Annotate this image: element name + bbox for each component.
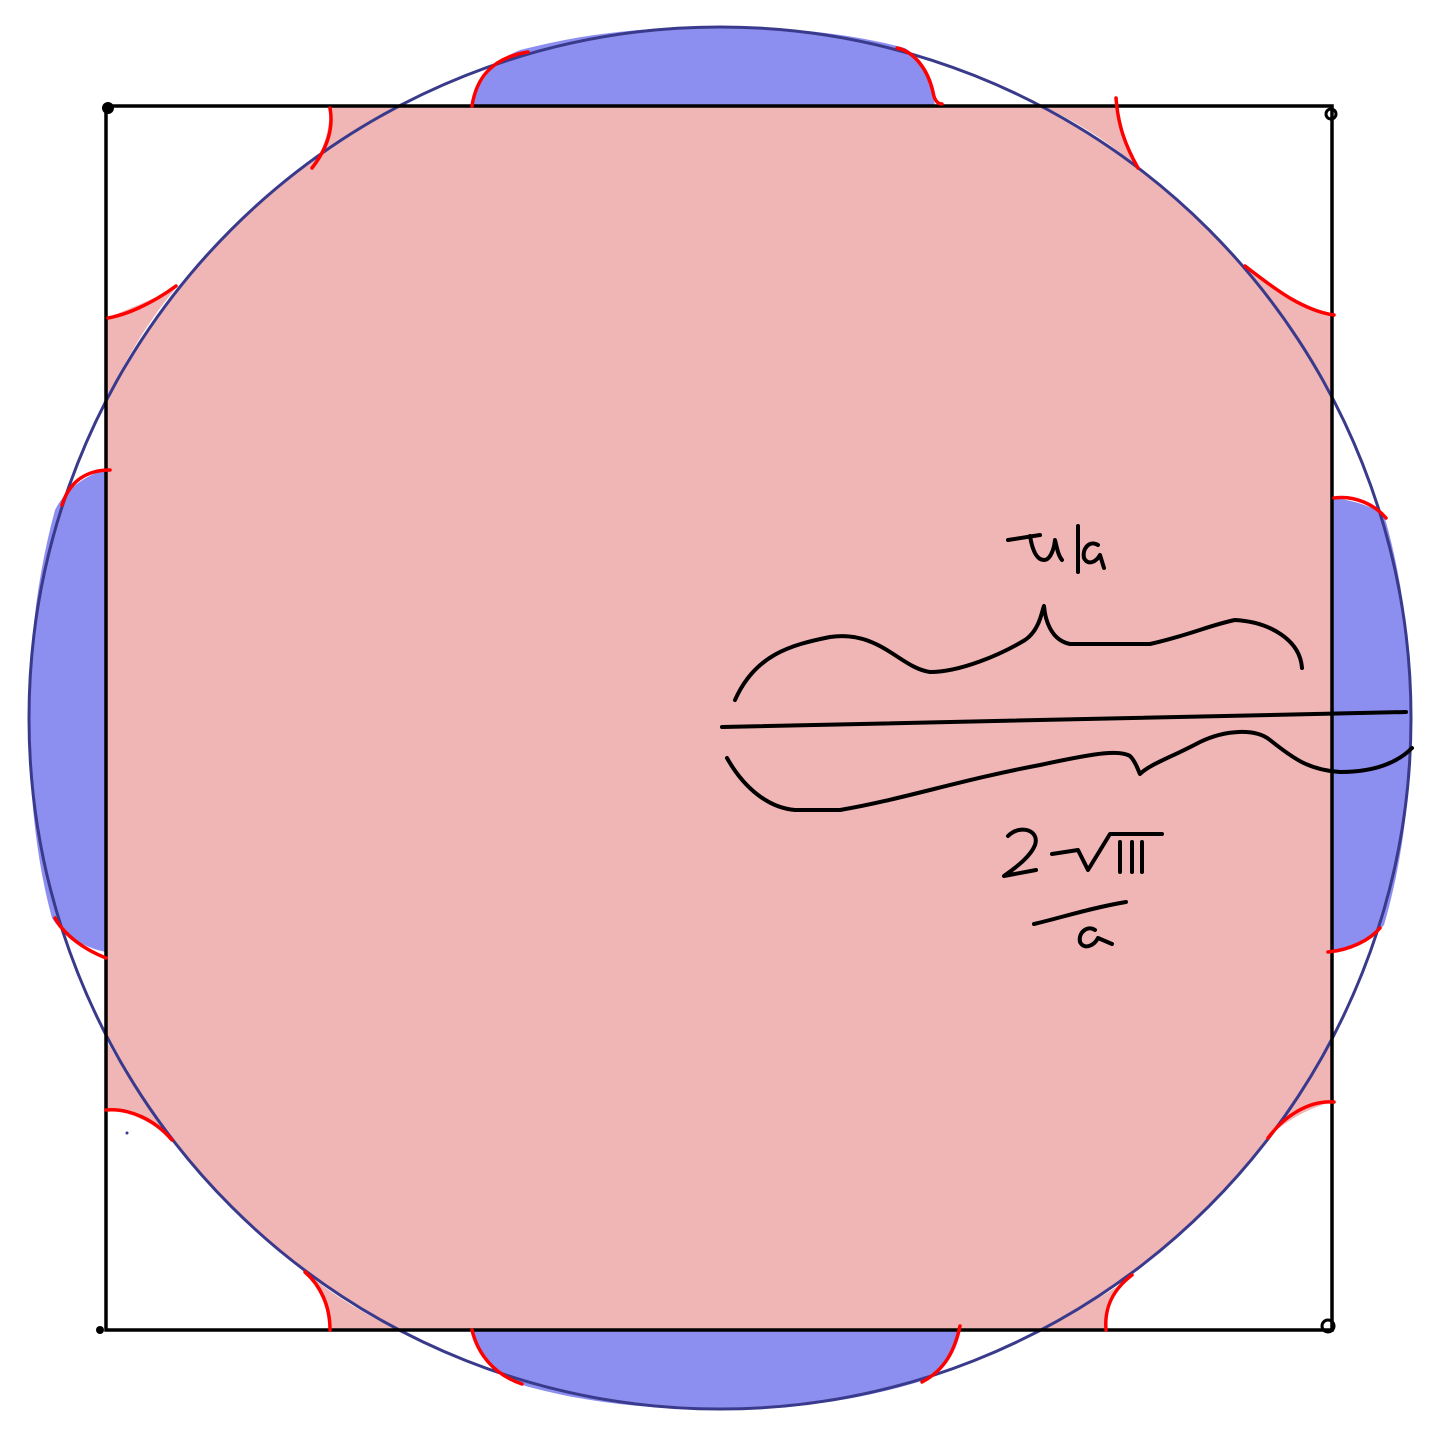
red-mark-bottom-4 bbox=[1104, 1273, 1134, 1332]
lower-label-glyph-sqrt-pi bbox=[1050, 832, 1164, 874]
corner-dot-top-left bbox=[102, 102, 114, 114]
square-border bbox=[104, 104, 1334, 1332]
circle-outline bbox=[27, 25, 1413, 1411]
red-mark-left-1 bbox=[106, 284, 178, 320]
red-mark-right-1 bbox=[1243, 264, 1336, 317]
upper-label-glyph-pi bbox=[1006, 533, 1064, 562]
red-mark-top-2 bbox=[895, 46, 944, 106]
red-mark-top-1 bbox=[470, 50, 530, 108]
circle-caps bbox=[29, 27, 1411, 1409]
red-mark-bottom-3 bbox=[920, 1324, 962, 1384]
lower-label-glyph-a bbox=[1077, 926, 1114, 949]
corner-sliver-top-right bbox=[1042, 106, 1135, 165]
red-mark-bottom-1 bbox=[303, 1270, 332, 1332]
red-mark-right-4 bbox=[1266, 1100, 1336, 1140]
upper-label-glyph-a bbox=[1081, 541, 1106, 570]
red-mark-top-3 bbox=[310, 106, 333, 170]
radius-line bbox=[720, 710, 1408, 729]
lower-label-fraction-bar bbox=[1032, 900, 1128, 926]
corner-sliver-top-left-b bbox=[312, 106, 398, 168]
red-mark-left-2 bbox=[60, 468, 112, 507]
red-mark-right-3 bbox=[1326, 926, 1382, 954]
red-mark-left-4 bbox=[104, 1108, 174, 1142]
corner-sliver-right-top bbox=[1245, 268, 1332, 400]
square-outline bbox=[96, 102, 1338, 1334]
stray-dot bbox=[125, 1131, 129, 1135]
corner-sliver-right-bottom bbox=[1270, 1040, 1332, 1135]
lower-curly-brace bbox=[725, 729, 1414, 812]
red-mark-bottom-2 bbox=[470, 1328, 524, 1386]
red-mark-top-4 bbox=[1114, 96, 1140, 170]
corner-sliver-left-bottom bbox=[106, 1040, 170, 1138]
cap-left bbox=[29, 470, 106, 952]
corner-dot-bottom-left bbox=[96, 1326, 104, 1334]
lower-label-glyph-2 bbox=[1002, 827, 1038, 878]
corner-sliver-top-left bbox=[106, 288, 176, 400]
corner-sliver-bottom-right bbox=[1040, 1278, 1130, 1330]
cap-right bbox=[1332, 498, 1411, 950]
red-mark-right-2 bbox=[1332, 495, 1388, 520]
red-mark-left-3 bbox=[53, 916, 108, 960]
cap-top bbox=[472, 27, 935, 106]
corner-dot-top-right bbox=[1324, 107, 1338, 121]
radius-annotation bbox=[720, 524, 1414, 949]
upper-curly-brace bbox=[733, 604, 1304, 702]
corner-dot-bottom-right bbox=[1320, 1318, 1336, 1334]
cap-bottom bbox=[472, 1330, 960, 1409]
red-marks bbox=[53, 46, 1388, 1386]
